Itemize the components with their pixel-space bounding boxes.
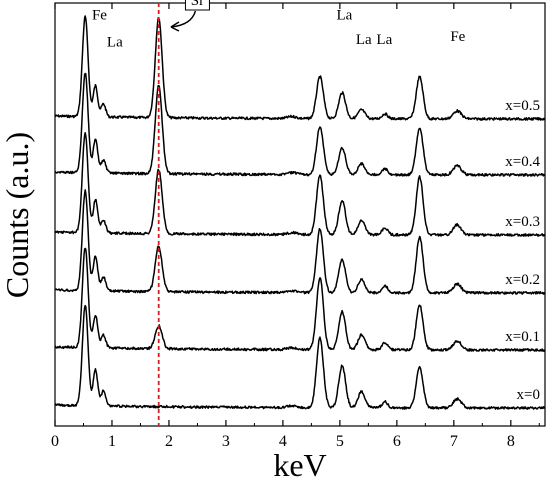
plot-frame [54,2,546,427]
peak-label-sr: Sr [191,0,204,9]
x-tick-label: 2 [165,433,173,450]
x-tick-label: 0 [51,433,59,450]
series-label-x=0.4: x=0.4 [505,154,540,170]
x-tick-label: 5 [336,433,344,450]
peak-label-la: La [376,32,392,48]
series-label-x=0.2: x=0.2 [505,272,540,288]
peak-label-fe: Fe [413,0,428,2]
x-axis: 0 1 2 3 4 5 6 7 8 [51,3,540,450]
peak-label-la: La [356,32,372,48]
sr-label-box [184,0,210,11]
peak-label-la: La [107,35,123,51]
series-label-x=0.5: x=0.5 [505,98,540,114]
series-line-x=0.5 [54,15,546,121]
series-line-x=0 [54,304,546,410]
series-layer: x=0.5 x=0.4 x=0.3 x=0.2 x=0.1 x=0 [54,15,546,410]
series-label-x=0.1: x=0.1 [505,329,540,345]
x-tick-label: 7 [450,433,458,450]
series-line-x=0.4 [54,72,546,177]
sr-arrow [170,10,197,28]
peak-label-fe: Fe [450,29,465,45]
y-axis-title: Counts (a.u.) [0,132,35,298]
series-label-x=0.3: x=0.3 [505,214,540,230]
sr-arrow-head [170,21,180,32]
series-line-x=0.2 [54,189,546,295]
x-tick-label: 4 [279,433,287,450]
x-tick-label: 1 [108,433,116,450]
series-label-x=0: x=0 [517,387,540,403]
series-line-x=0.1 [54,247,546,352]
series-line-x=0.3 [54,131,546,237]
x-axis-title: keV [273,447,326,483]
peak-label-fe: Fe [92,8,107,24]
x-tick-label: 6 [393,433,401,450]
x-tick-label: 3 [222,433,230,450]
x-tick-label: 8 [507,433,515,450]
peak-label-la: La [337,8,353,24]
annotations: OFeLaSrLaLaLaLaFeFe [92,0,466,51]
